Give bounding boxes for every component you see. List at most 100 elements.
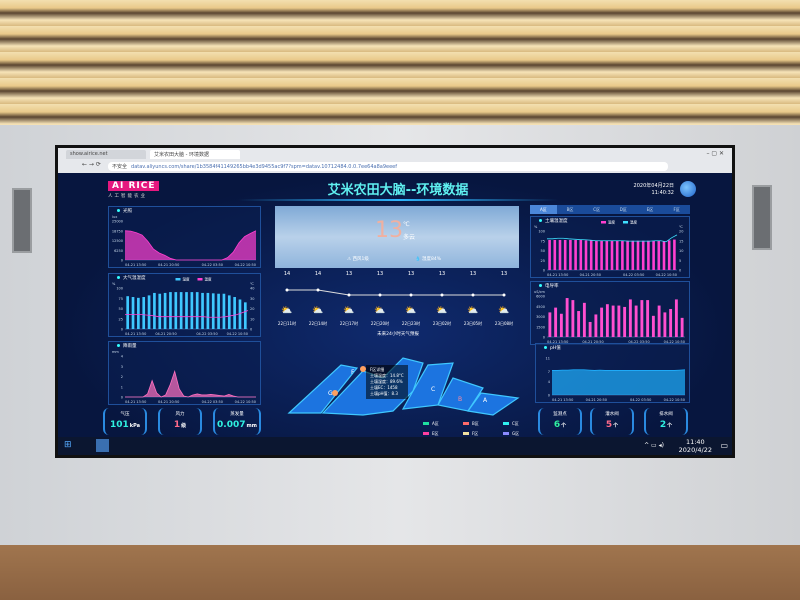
partly-cloudy-icon: ⛅ <box>436 306 448 316</box>
y2-tick-label: 0 <box>679 269 681 273</box>
tray-icons[interactable]: ^ ▭ ◂) <box>644 442 664 449</box>
zone-a-shape[interactable] <box>466 392 520 416</box>
bar <box>588 321 592 337</box>
tab-zone-c[interactable]: C区 <box>593 207 601 212</box>
wind-info: ⚠ 西风1级 <box>347 257 369 262</box>
zone-b-shape[interactable] <box>437 377 484 412</box>
browser-tab-active[interactable]: 艾米农田大脑 - 环境数据 <box>150 150 240 159</box>
bar <box>579 239 583 270</box>
x-tick-label: 04-22 10:50 <box>227 332 248 336</box>
x-tick-label: 04-21 20:50 <box>158 263 179 267</box>
bar <box>611 305 615 337</box>
x-tick-label: 04-21 20:50 <box>155 332 176 336</box>
bar <box>577 311 581 337</box>
hour-label: 23日05时 <box>463 321 483 326</box>
bar <box>179 292 183 329</box>
bar <box>623 306 627 337</box>
bar <box>641 240 645 270</box>
clock-time: 11:40 <box>685 438 705 446</box>
stat-value: 6 <box>553 420 561 430</box>
bar <box>565 298 569 337</box>
browser-tab[interactable]: show.airice.net <box>66 150 146 159</box>
stat-value: 0.007 <box>217 420 246 430</box>
zone-label-g: G <box>328 390 333 397</box>
y-tick-label: 75 <box>119 297 123 301</box>
legend-swatch <box>197 278 203 281</box>
bar <box>600 240 603 270</box>
legend-item[interactable]: F区 <box>463 431 503 437</box>
browser-chrome: show.airice.net 艾米农田大脑 - 环境数据 ← → ⟳ 不安全 d… <box>58 148 732 173</box>
start-windows-icon[interactable]: ⊞ <box>64 440 72 450</box>
x-tick-label: 04-21 13:50 <box>547 340 568 344</box>
address-bar[interactable]: 不安全 datav.aliyuncs.com/share/1b3584f41149… <box>108 162 668 171</box>
tab-zone-f[interactable]: F区 <box>673 207 680 212</box>
browser-taskbar-icon[interactable] <box>96 439 109 452</box>
tab-zone-a[interactable]: A区 <box>530 205 557 214</box>
area-fill <box>125 371 256 397</box>
legend-label: 温度 <box>205 277 212 282</box>
panel-title: 土壤温湿度 <box>539 218 568 224</box>
clock-date: 2020/4/22 <box>678 446 712 454</box>
tab-zone-d[interactable]: D区 <box>619 207 627 212</box>
y-tick-label: 0 <box>543 336 545 340</box>
panel-title: 大气温湿度 <box>117 275 146 281</box>
bar <box>605 240 609 270</box>
stat-unit: 个 <box>613 423 619 429</box>
y-tick-label: 4 <box>548 380 551 384</box>
bar <box>563 239 567 270</box>
panel-ec: 电导率 0 1500 3000 4500 6000 uS/cm 04-21 13:50 04-2… <box>530 281 690 345</box>
y-tick-label: 18750 <box>112 229 123 233</box>
y-axis-label: mm <box>112 350 119 354</box>
stat-value: 2 <box>659 420 667 430</box>
zone-c-shape[interactable] <box>401 362 454 410</box>
stat-drain-valves: 排水阀 2个 <box>644 408 688 435</box>
nav-buttons[interactable]: ← → ⟳ <box>82 161 101 168</box>
y2-axis-label: ℃ <box>250 282 254 286</box>
rain-chart: 0 1 2 3 4mm 04-21 13:50 04-21 20:50 04-22 03:50… <box>112 350 256 404</box>
notification-icon[interactable]: ▭ <box>720 441 728 450</box>
map-legend: A区 B区 C区 E区 F区 G区 <box>423 421 543 437</box>
soil-chart: 0 25 50 75 100 0 5 10 15 20% ℃ 04-21 13:50 04-21 20:… <box>534 220 683 278</box>
x-tick-label: 04-22 03:50 <box>630 398 651 402</box>
legend-item[interactable]: A区 <box>423 421 463 427</box>
tooltip-line: 土壤pH值：8.3 <box>370 391 398 396</box>
x-tick-label: 04-21 13:50 <box>125 263 146 267</box>
bar <box>669 308 673 337</box>
bar <box>657 305 661 337</box>
bar <box>147 295 151 329</box>
hour-label: 22日11时 <box>277 321 297 326</box>
bar <box>582 302 586 337</box>
x-tick-label: 04-21 13:50 <box>547 273 568 277</box>
stat-value: 1 <box>173 420 181 430</box>
x-tick-label: 04-21 20:50 <box>158 400 179 404</box>
bar <box>621 240 624 270</box>
bar <box>142 297 146 329</box>
window-controls[interactable]: – ▢ ✕ <box>706 150 724 157</box>
y2-tick-label: 10 <box>679 249 683 253</box>
y-tick-label: 0 <box>121 328 123 332</box>
legend-item[interactable]: C区 <box>503 421 543 427</box>
floor <box>0 545 800 600</box>
panel-soil: 土壤温湿度 0 25 50 75 100 0 5 10 15 20% ℃ 04-21 13:50 04-2… <box>530 216 690 278</box>
legend-swatch <box>175 278 181 281</box>
legend-label: 湿度 <box>183 277 190 282</box>
taskbar-clock[interactable]: 11:40 2020/4/22 <box>679 438 712 454</box>
bar <box>605 304 609 337</box>
legend-item[interactable]: E区 <box>423 431 463 437</box>
panel-title: 电导率 <box>539 283 559 289</box>
bar <box>631 240 635 270</box>
tab-zone-e[interactable]: E区 <box>646 207 654 212</box>
stat-label: 灌水阀 <box>605 412 619 417</box>
tab-zone-b[interactable]: B区 <box>566 207 574 212</box>
marker-f[interactable] <box>360 366 366 372</box>
marker-g[interactable] <box>332 390 338 396</box>
temp-point <box>285 288 289 292</box>
wooden-ceiling <box>0 0 800 125</box>
zone-g-shape[interactable] <box>287 364 359 414</box>
x-tick-label: 04-22 03:50 <box>623 273 644 277</box>
legend-item[interactable]: G区 <box>503 431 543 437</box>
x-tick-label: 04-22 10:50 <box>235 263 256 267</box>
bar <box>185 292 188 329</box>
right-speaker <box>752 185 772 250</box>
legend-item[interactable]: B区 <box>463 421 503 427</box>
